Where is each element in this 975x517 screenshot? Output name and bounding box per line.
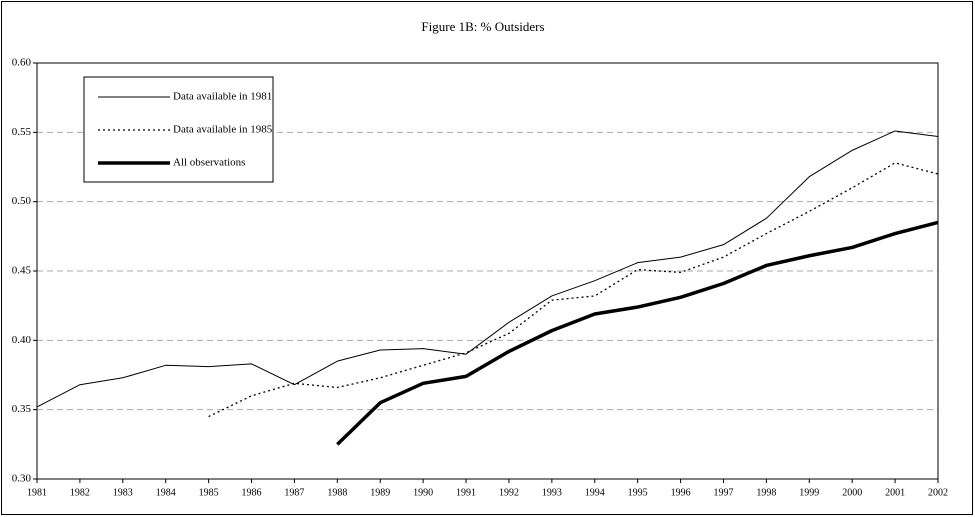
x-tick-label: 1998 (756, 487, 776, 498)
legend-label: Data available in 1985 (173, 124, 273, 136)
x-tick-label: 1999 (799, 487, 819, 498)
x-tick-label: 1992 (499, 487, 519, 498)
x-tick-label: 1993 (542, 487, 562, 498)
x-tick-label: 1986 (242, 487, 262, 498)
legend-label: All observations (173, 157, 245, 169)
y-tick-label: 0.30 (12, 473, 32, 485)
chart-title: Figure 1B: % Outsiders (421, 19, 544, 34)
legend-label: Data available in 1981 (173, 91, 272, 103)
x-tick-label: 1988 (327, 487, 347, 498)
x-tick-label: 2000 (842, 487, 862, 498)
x-tick-label: 1991 (456, 487, 476, 498)
y-tick-label: 0.35 (12, 403, 32, 415)
x-tick-label: 1982 (70, 487, 90, 498)
x-tick-label: 2002 (928, 487, 948, 498)
x-tick-label: 1983 (113, 487, 133, 498)
x-tick-label: 1997 (713, 487, 733, 498)
x-tick-label: 2001 (885, 487, 905, 498)
x-tick-label: 1985 (199, 487, 219, 498)
y-tick-label: 0.45 (12, 265, 32, 277)
x-tick-label: 1990 (413, 487, 433, 498)
x-tick-label: 1994 (585, 487, 605, 498)
x-tick-label: 1981 (27, 487, 47, 498)
x-tick-label: 1989 (370, 487, 390, 498)
plot-area (36, 62, 939, 480)
x-tick-label: 1984 (156, 487, 176, 498)
x-tick-label: 1996 (671, 487, 691, 498)
x-tick-label: 1995 (628, 487, 648, 498)
series-line (336, 220, 939, 446)
y-tick-label: 0.40 (12, 334, 32, 346)
x-tick-label: 1987 (284, 487, 304, 498)
y-tick-label: 0.60 (12, 57, 32, 69)
y-tick-label: 0.50 (12, 195, 32, 207)
series-line (36, 130, 939, 408)
y-tick-label: 0.55 (12, 126, 32, 138)
series-line (208, 162, 939, 418)
